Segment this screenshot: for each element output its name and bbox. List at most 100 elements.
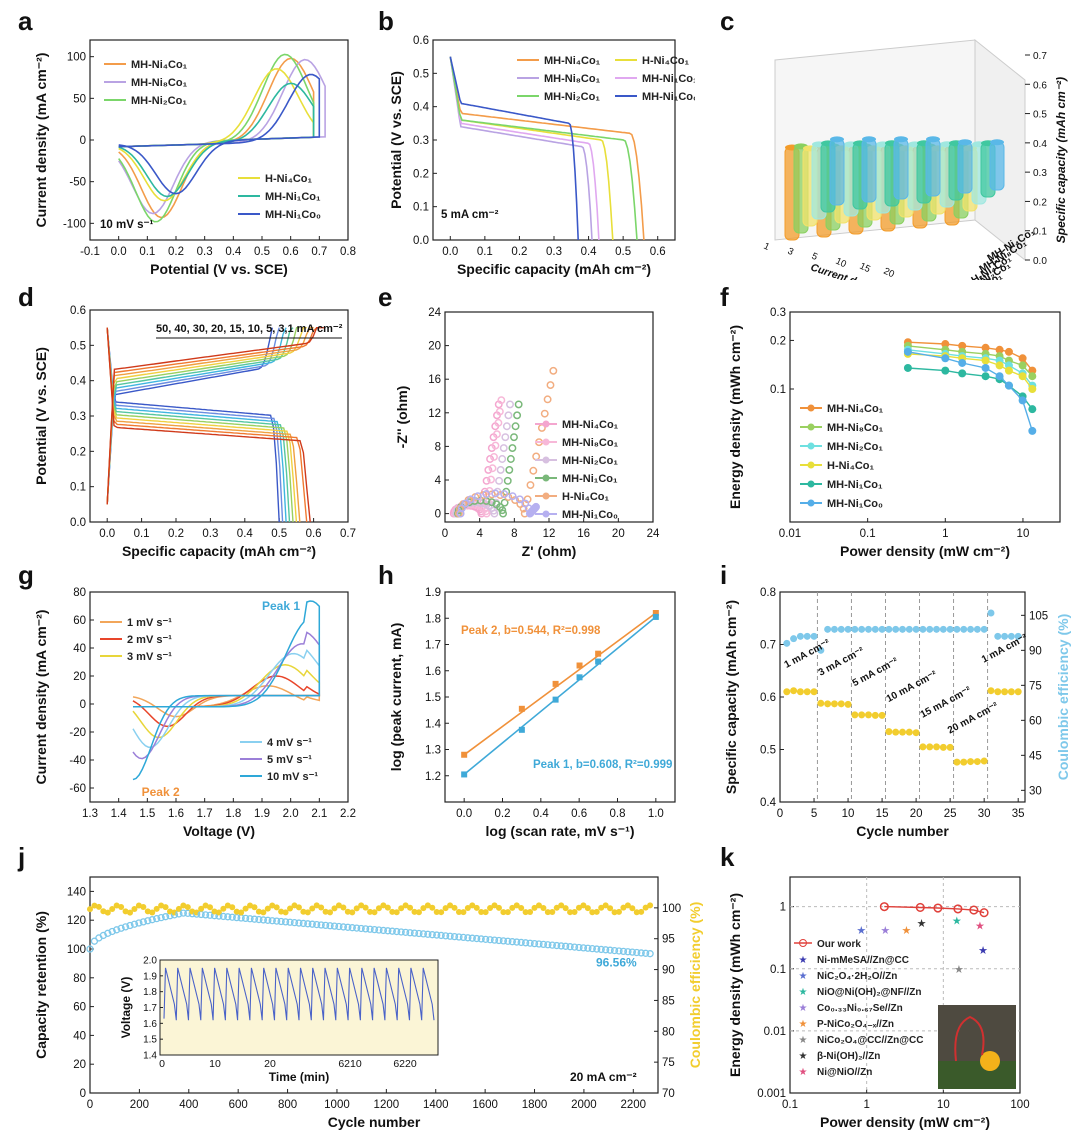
j-ce-point xyxy=(415,909,422,916)
e-point-5 xyxy=(466,495,475,504)
j-ce-point xyxy=(469,902,476,909)
a-xtick-label: 0.5 xyxy=(254,246,270,258)
j-ce-point xyxy=(411,908,418,915)
a-xtick-label: 0.1 xyxy=(139,246,155,258)
i-y2tick-label: 90 xyxy=(1029,645,1042,657)
d-ytick-label: 0.4 xyxy=(70,376,87,388)
j-ce-point xyxy=(242,905,249,912)
j-retention-point xyxy=(179,909,187,917)
k-ytick-label: 0.001 xyxy=(757,1088,786,1100)
i-rate-label-2: 5 mA cm⁻² xyxy=(851,656,901,689)
e-point-2 xyxy=(506,400,514,409)
h-fit-1 xyxy=(463,616,657,776)
k-legend-2: NiC₂O₄·2H₂O//Zn xyxy=(817,971,897,982)
j-ce-point xyxy=(433,908,440,915)
j-ce-point xyxy=(220,905,227,912)
f-legend-0-marker xyxy=(807,404,815,412)
g-xtick-label: 2.2 xyxy=(340,808,356,820)
i-cap-point xyxy=(803,688,811,696)
j-ce-point xyxy=(607,905,614,912)
d-charge-8 xyxy=(106,327,324,505)
e-point-4 xyxy=(496,491,505,500)
panel-label-h: h xyxy=(378,560,394,590)
j-ce-point xyxy=(540,905,547,912)
k-xlabel: Power density (mW cm⁻²) xyxy=(820,1114,990,1130)
j-retention-point xyxy=(401,928,410,937)
c-xlabel: Current density (mA cm⁻²) xyxy=(809,261,938,280)
j-retention-point xyxy=(624,948,632,956)
j-retention-point xyxy=(584,944,592,952)
b-xtick-label: 0.2 xyxy=(511,246,527,258)
i-rate-label-5: 20 mA cm⁻² xyxy=(946,700,1001,736)
e-legend-5-marker xyxy=(542,510,550,518)
plot-frame xyxy=(789,311,1061,523)
j-retention-point xyxy=(130,920,139,928)
i-cap-point xyxy=(987,687,995,695)
j-retention-point xyxy=(361,925,370,933)
panel-label-d: d xyxy=(18,282,34,312)
a-ytick-label: -100 xyxy=(63,218,86,230)
j-retention-point xyxy=(504,937,512,945)
b-legend-2: MH-Ni₈Co₁ xyxy=(544,73,601,85)
i-y2tick-label: 45 xyxy=(1029,750,1042,762)
j-retention-point xyxy=(548,941,556,949)
e-point-2 xyxy=(496,465,505,474)
h-point-0 xyxy=(595,650,602,657)
panel-label-c: c xyxy=(720,6,735,36)
j-ytick-label: 120 xyxy=(67,915,86,927)
f-point-3 xyxy=(1028,385,1037,394)
j-ce-point xyxy=(358,902,365,909)
i-cap-point xyxy=(933,743,941,751)
e-legend-4-marker xyxy=(542,492,550,500)
e-point-1 xyxy=(487,475,495,484)
j-ce-point xyxy=(495,904,502,911)
i-cap-point xyxy=(824,700,832,708)
b-xtick-label: 0.4 xyxy=(581,246,598,258)
h-point-0 xyxy=(652,610,659,616)
i-ce-point xyxy=(851,625,859,633)
e-point-4 xyxy=(546,381,555,390)
j-xtick-label: 2000 xyxy=(571,1099,597,1111)
b-xtick-label: 0.1 xyxy=(477,246,493,258)
f-line-3 xyxy=(907,353,1033,390)
k-legend-marker: ★ xyxy=(799,955,808,966)
a-xtick-label: 0.7 xyxy=(311,246,327,258)
j-retention-point xyxy=(495,936,503,945)
i-ce-point xyxy=(817,646,825,654)
f-legend-5: MH-Ni₁Co₀ xyxy=(827,498,883,510)
j-ce-point xyxy=(473,904,480,911)
e-point-2 xyxy=(499,444,508,453)
a-series-5 xyxy=(118,73,321,195)
panel-label-j: j xyxy=(18,842,26,872)
e-point-2 xyxy=(495,476,504,485)
f-point-4 xyxy=(958,369,967,378)
k-our-work-point xyxy=(979,908,989,918)
e-point-3 xyxy=(487,498,496,507)
g-ytick-label: -60 xyxy=(69,783,86,795)
h-xtick-label: 0.4 xyxy=(533,808,550,820)
k-legend-0: Our work xyxy=(817,939,861,950)
i-xtick-label: 20 xyxy=(910,808,923,820)
j-retention-point xyxy=(557,942,565,950)
j-ce-point xyxy=(407,904,414,911)
j-retention-point xyxy=(206,911,214,919)
j-ytick-label: 140 xyxy=(67,886,86,898)
i-cap-point xyxy=(946,743,954,751)
g-ytick-label: 0 xyxy=(80,699,86,711)
i-cap-point xyxy=(810,688,818,696)
i-ytick-label: 0.5 xyxy=(760,745,776,757)
h-xtick-label: 0.6 xyxy=(571,808,587,820)
e-point-1 xyxy=(494,418,503,427)
h-ytick-label: 1.2 xyxy=(425,771,441,783)
j-ce-point xyxy=(504,909,511,916)
f-xlabel: Power density (mW cm⁻²) xyxy=(840,543,1010,559)
g-ytick-label: 60 xyxy=(73,615,86,627)
j-xtick-label: 1200 xyxy=(374,1099,400,1111)
e-point-3 xyxy=(503,476,512,485)
j-ce-point xyxy=(287,905,294,912)
a-xtick-label: 0.3 xyxy=(197,246,213,258)
j-retention-point xyxy=(228,913,236,921)
e-point-3 xyxy=(511,422,520,431)
j-retention-point xyxy=(299,919,308,928)
i-cap-point xyxy=(926,743,934,751)
